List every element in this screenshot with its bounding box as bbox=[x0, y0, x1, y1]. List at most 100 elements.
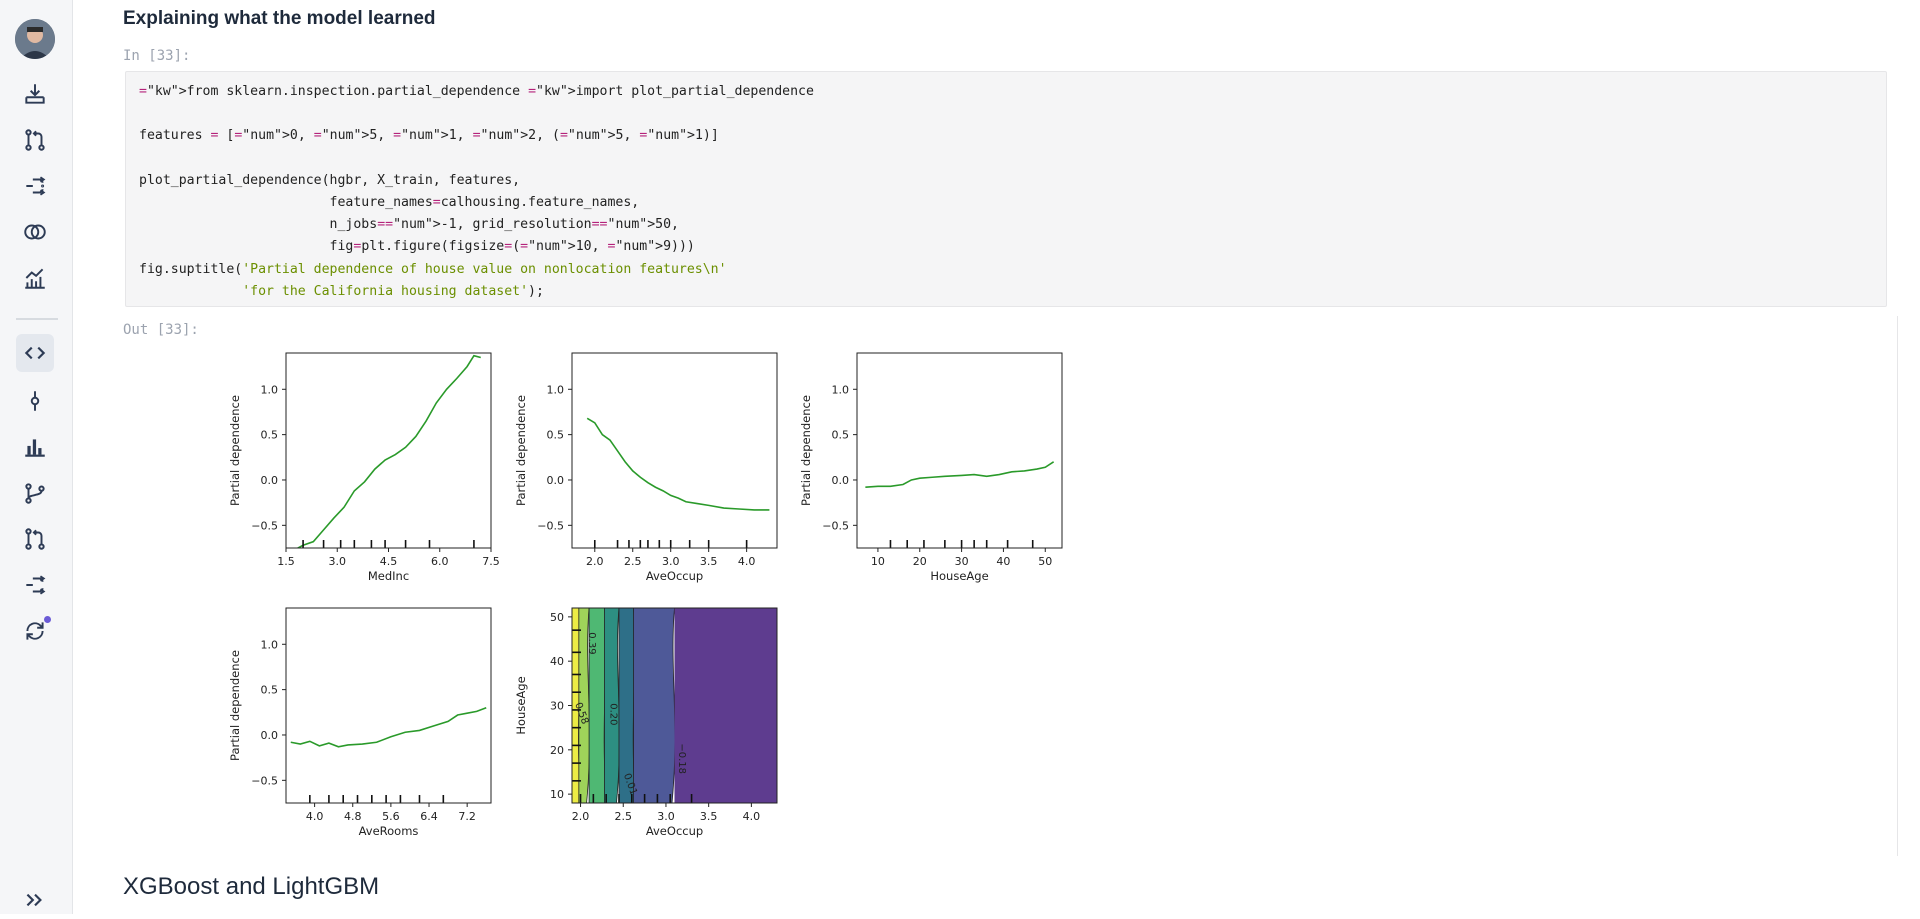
code-line: plot_partial_dependence(hgbr, X_train, f… bbox=[139, 172, 521, 188]
axes-frame bbox=[285, 352, 492, 549]
chart-line-icon[interactable] bbox=[16, 259, 54, 297]
code-line: fig=plt.figure(figsize=(="num">10, ="num… bbox=[139, 239, 695, 255]
download-icon[interactable] bbox=[16, 75, 54, 113]
y-axis-label: HouseAge bbox=[514, 676, 528, 734]
pd-line bbox=[290, 707, 487, 748]
chart-panel-1: 1.5 3.0 4.5 6.0 7.5 −0.5 0.0 0.5 1.0 MedInc Partia… bbox=[228, 352, 500, 583]
contour-band bbox=[674, 608, 777, 803]
y-tick-label: 20 bbox=[550, 744, 564, 757]
code-line: ="kw">from sklearn.inspection.partial_de… bbox=[139, 84, 814, 99]
y-tick-label: 40 bbox=[550, 655, 564, 668]
y-tick-label: 30 bbox=[550, 700, 564, 713]
out-prompt: Out [33]: bbox=[123, 322, 199, 338]
y-tick-label: −0.5 bbox=[822, 519, 849, 532]
y-axis-label: Partial dependence bbox=[799, 395, 813, 506]
pull-request-icon[interactable] bbox=[16, 121, 54, 159]
next-section-title: XGBoost and LightGBM bbox=[123, 873, 380, 900]
y-tick-label: 50 bbox=[550, 611, 564, 624]
y-tick-label: 0.0 bbox=[832, 474, 850, 487]
x-tick-label: 5.6 bbox=[382, 810, 400, 823]
x-tick-label: 3.0 bbox=[657, 810, 675, 823]
code-line: n_jobs=="num">-1, grid_resolution=="num"… bbox=[139, 217, 679, 233]
x-tick-label: 2.0 bbox=[586, 555, 604, 568]
notebook: Explaining what the model learned In [33… bbox=[97, 0, 1920, 914]
contour-band bbox=[633, 608, 676, 803]
pd-line bbox=[586, 417, 770, 511]
chart-panel-3: 10 20 30 40 50 −0.5 0.0 0.5 1.0 HouseAge Partial d… bbox=[799, 352, 1063, 583]
x-axis-label: AveOccup bbox=[646, 824, 703, 838]
y-tick-label: 1.0 bbox=[261, 638, 279, 651]
axes-frame bbox=[571, 352, 778, 549]
x-tick-label: 3.0 bbox=[662, 555, 680, 568]
x-tick-label: 30 bbox=[955, 555, 969, 568]
y-axis-label: Partial dependence bbox=[228, 650, 242, 761]
pd-line bbox=[296, 354, 481, 548]
pull-request-2-icon[interactable] bbox=[16, 520, 54, 558]
y-tick-label: 0.0 bbox=[261, 729, 279, 742]
x-tick-label: 20 bbox=[913, 555, 927, 568]
x-axis-label: MedInc bbox=[368, 569, 409, 583]
git-compare-icon[interactable] bbox=[16, 167, 54, 205]
y-tick-label: 0.5 bbox=[261, 684, 279, 697]
notification-dot bbox=[44, 616, 51, 623]
chart-panel-5: 0.390.200.580.01−0.182.0 2.5 3.0 3.5 4.01020… bbox=[514, 607, 778, 838]
avatar[interactable] bbox=[15, 19, 55, 59]
sidebar bbox=[0, 0, 73, 914]
x-tick-label: 4.0 bbox=[306, 810, 324, 823]
x-tick-label: 4.0 bbox=[743, 810, 761, 823]
y-tick-label: 0.5 bbox=[547, 429, 565, 442]
x-tick-label: 3.0 bbox=[329, 555, 347, 568]
x-tick-label: 2.5 bbox=[624, 555, 642, 568]
commit-icon[interactable] bbox=[16, 382, 54, 420]
x-tick-label: 2.5 bbox=[615, 810, 633, 823]
x-axis-label: AveRooms bbox=[359, 824, 419, 838]
y-tick-label: 1.0 bbox=[261, 383, 279, 396]
y-tick-label: 1.0 bbox=[832, 383, 850, 396]
intersect-icon[interactable] bbox=[16, 213, 54, 251]
chart-panel-2: 2.0 2.5 3.0 3.5 4.0 −0.5 0.0 0.5 1.0 AveOccup Part… bbox=[514, 352, 778, 583]
contour-label: −0.18 bbox=[676, 743, 687, 774]
bar-chart-icon[interactable] bbox=[16, 428, 54, 466]
x-tick-label: 2.0 bbox=[572, 810, 590, 823]
code-line: features = [="num">0, ="num">5, ="num">1… bbox=[139, 128, 719, 144]
contour-label: 0.20 bbox=[607, 703, 618, 725]
y-tick-label: 0.0 bbox=[261, 474, 279, 487]
x-tick-label: 6.0 bbox=[431, 555, 449, 568]
code-line bbox=[139, 103, 1873, 125]
y-tick-label: −0.5 bbox=[251, 774, 278, 787]
axes-frame bbox=[856, 352, 1063, 549]
y-axis-label: Partial dependence bbox=[514, 395, 528, 506]
x-tick-label: 7.2 bbox=[458, 810, 476, 823]
pd-line bbox=[865, 461, 1055, 489]
x-tick-label: 50 bbox=[1038, 555, 1052, 568]
code-icon[interactable] bbox=[16, 334, 54, 372]
code-line: 'for the California housing dataset'); bbox=[242, 283, 544, 299]
y-tick-label: 0.5 bbox=[832, 429, 850, 442]
y-tick-label: −0.5 bbox=[537, 519, 564, 532]
branch-icon[interactable] bbox=[16, 474, 54, 512]
chart-panel-4: 4.0 4.8 5.6 6.4 7.2 −0.5 0.0 0.5 1.0 AveRooms Part… bbox=[228, 607, 492, 838]
x-tick-label: 10 bbox=[871, 555, 885, 568]
x-tick-label: 7.5 bbox=[482, 555, 500, 568]
x-tick-label: 3.5 bbox=[700, 810, 718, 823]
sync-icon[interactable] bbox=[16, 612, 54, 650]
x-axis-label: HouseAge bbox=[930, 569, 988, 583]
code-cell[interactable]: ="kw">from sklearn.inspection.partial_de… bbox=[125, 71, 1887, 307]
y-tick-label: −0.5 bbox=[251, 519, 278, 532]
x-tick-label: 4.0 bbox=[738, 555, 756, 568]
x-tick-label: 4.8 bbox=[344, 810, 362, 823]
y-tick-label: 10 bbox=[550, 788, 564, 801]
in-prompt: In [33]: bbox=[123, 48, 191, 64]
x-tick-label: 3.5 bbox=[700, 555, 718, 568]
code-line bbox=[139, 148, 1873, 170]
section-title: Explaining what the model learned bbox=[123, 8, 436, 29]
x-axis-label: AveOccup bbox=[646, 569, 703, 583]
partial-dependence-plots: 1.5 3.0 4.5 6.0 7.5 −0.5 0.0 0.5 1.0 MedInc Partia… bbox=[228, 352, 1063, 838]
y-axis-label: Partial dependence bbox=[228, 395, 242, 506]
x-tick-label: 4.5 bbox=[380, 555, 398, 568]
git-compare-2-icon[interactable] bbox=[16, 566, 54, 604]
contour-label: 0.39 bbox=[586, 632, 597, 654]
x-tick-label: 1.5 bbox=[277, 555, 295, 568]
x-tick-label: 40 bbox=[996, 555, 1010, 568]
expand-icon[interactable] bbox=[16, 881, 54, 919]
